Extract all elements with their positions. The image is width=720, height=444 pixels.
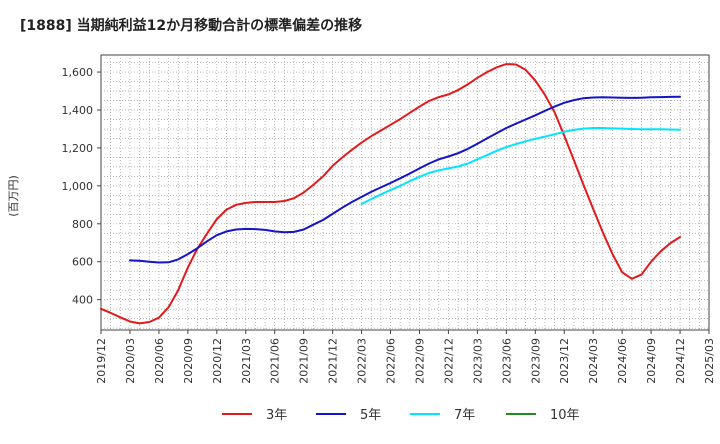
- y-tick-label: 1,200: [62, 142, 94, 155]
- x-tick-label: 2021/03: [240, 338, 253, 384]
- x-tick-label: 2024/06: [616, 338, 629, 384]
- x-tick-label: 2022/06: [385, 338, 398, 384]
- y-tick-label: 1,000: [62, 180, 94, 193]
- x-tick-label: 2020/03: [124, 338, 137, 384]
- y-tick-label: 1,600: [62, 66, 94, 79]
- y-tick-label: 600: [72, 256, 93, 269]
- series-layer: [100, 63, 681, 325]
- y-tick-label: 400: [72, 294, 93, 307]
- y-tick-label: 1,400: [62, 104, 94, 117]
- x-tick-label: 2023/12: [558, 338, 571, 384]
- x-tick-label: 2021/09: [298, 338, 311, 384]
- series-line-5年: [129, 95, 681, 264]
- legend-label: 7年: [454, 408, 475, 423]
- x-axis: 2019/12 2020/03 2020/06 2020/09 2020/12 2021/…: [95, 330, 716, 384]
- legend: 3年 5年 7年 10年: [222, 408, 580, 423]
- x-tick-label: 2024/12: [674, 338, 687, 384]
- x-tick-label: 2023/09: [529, 338, 542, 384]
- grid: [101, 55, 709, 330]
- x-tick-label: 2021/06: [269, 338, 282, 384]
- x-tick-label: 2020/12: [211, 338, 224, 384]
- chart-title: [1888] 当期純利益12か月移動合計の標準偏差の推移: [20, 17, 362, 34]
- legend-label: 5年: [360, 408, 381, 423]
- x-tick-label: 2021/12: [327, 338, 340, 384]
- y-tick-label: 800: [72, 218, 93, 231]
- y-axis: 400 600 800 1,000 1,200 1,400 1,600: [62, 66, 101, 307]
- x-tick-label: 2019/12: [95, 338, 108, 384]
- x-tick-label: 2023/03: [471, 338, 484, 384]
- x-tick-label: 2024/09: [645, 338, 658, 384]
- x-tick-label: 2022/12: [442, 338, 455, 384]
- series-line-7年: [360, 127, 681, 205]
- legend-label: 10年: [550, 408, 580, 423]
- y-axis-label: (百万円): [7, 175, 20, 217]
- x-tick-label: 2022/09: [413, 338, 426, 384]
- x-tick-label: 2023/06: [500, 338, 513, 384]
- x-tick-label: 2022/03: [356, 338, 369, 384]
- plot-area: [100, 54, 710, 331]
- x-tick-label: 2024/03: [587, 338, 600, 384]
- legend-label: 3年: [266, 408, 287, 423]
- x-tick-label: 2020/06: [153, 338, 166, 384]
- x-tick-label: 2025/03: [703, 338, 716, 384]
- x-tick-label: 2020/09: [182, 338, 195, 384]
